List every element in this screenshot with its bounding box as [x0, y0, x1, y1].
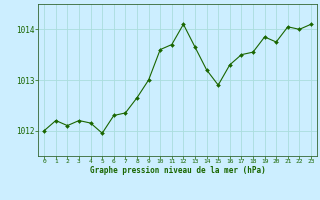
X-axis label: Graphe pression niveau de la mer (hPa): Graphe pression niveau de la mer (hPa) [90, 166, 266, 175]
